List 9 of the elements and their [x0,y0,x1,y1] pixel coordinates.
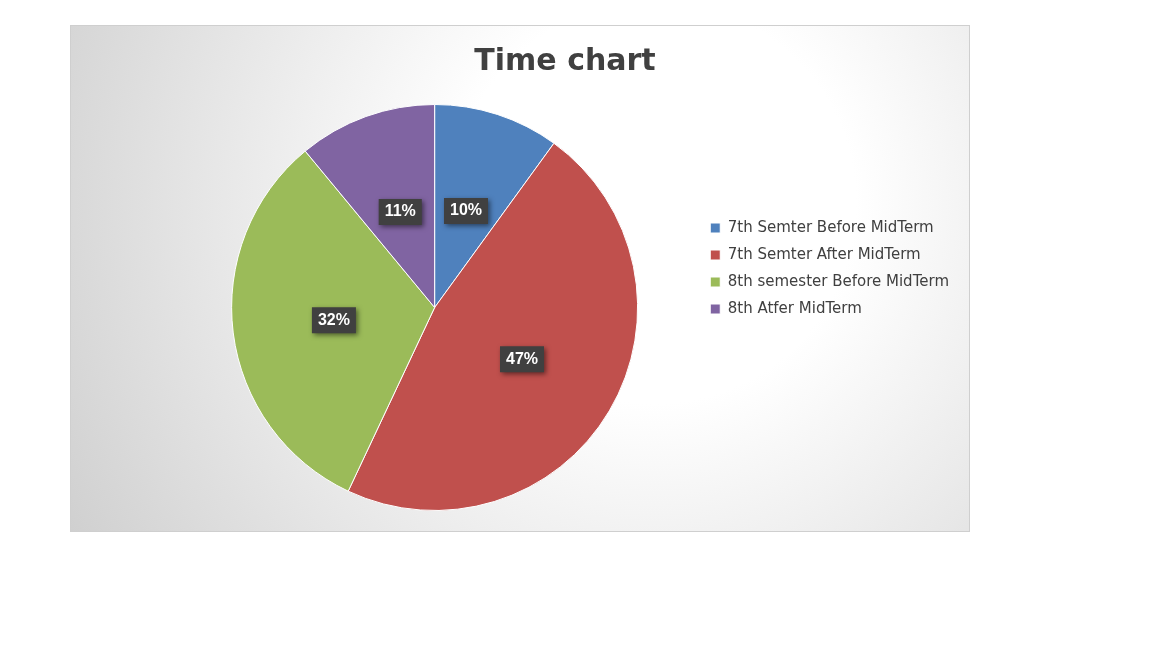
data-label: 32% [317,310,350,328]
chart-title: Time chart [474,41,656,77]
legend-label: 8th semester Before MidTerm [727,271,950,290]
data-label: 10% [449,201,483,219]
legend-label: 7th Semter Before MidTerm [727,217,934,236]
legend-label: 8th Atfer MidTerm [727,298,862,317]
data-label: 47% [505,349,539,367]
data-label: 11% [384,202,416,220]
legend-label: 7th Semter After MidTerm [727,244,921,263]
